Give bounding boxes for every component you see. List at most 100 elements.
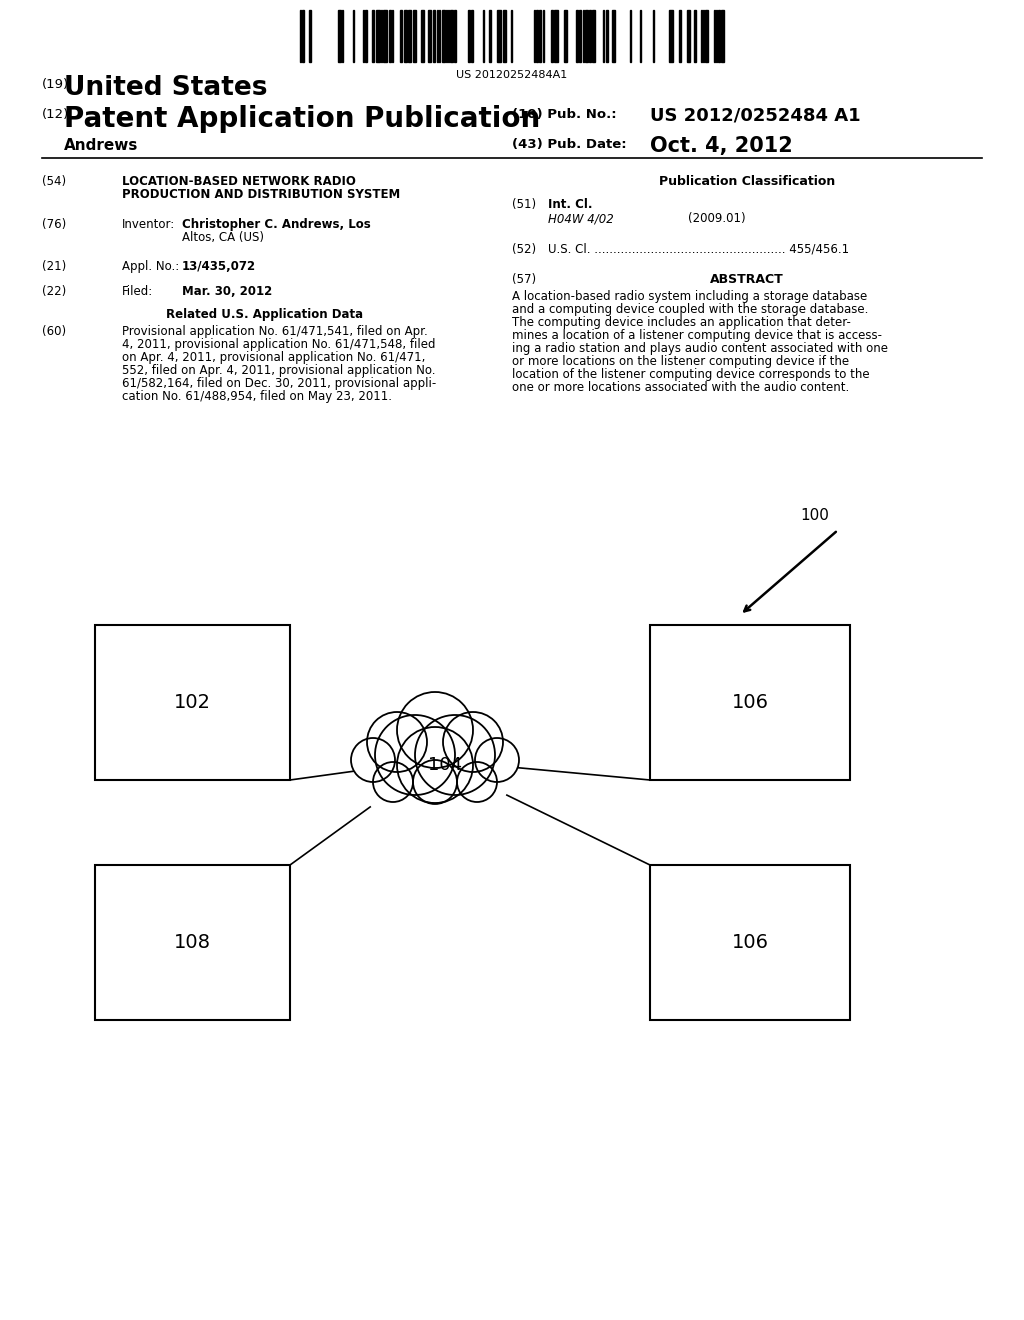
Ellipse shape bbox=[415, 715, 495, 795]
Text: (57): (57) bbox=[512, 273, 537, 286]
Ellipse shape bbox=[351, 738, 395, 781]
Text: (51): (51) bbox=[512, 198, 537, 211]
Text: (54): (54) bbox=[42, 176, 67, 187]
Text: Provisional application No. 61/471,541, filed on Apr.: Provisional application No. 61/471,541, … bbox=[122, 325, 428, 338]
Text: Filed:: Filed: bbox=[122, 285, 154, 298]
Bar bbox=[450, 11, 453, 62]
Bar bbox=[721, 11, 724, 62]
Bar bbox=[454, 11, 456, 62]
Ellipse shape bbox=[443, 711, 503, 772]
Bar bbox=[592, 11, 595, 62]
Text: Related U.S. Application Data: Related U.S. Application Data bbox=[167, 308, 364, 321]
Text: (76): (76) bbox=[42, 218, 67, 231]
Text: (21): (21) bbox=[42, 260, 67, 273]
Text: (52): (52) bbox=[512, 243, 537, 256]
Bar bbox=[471, 11, 473, 62]
Text: 102: 102 bbox=[174, 693, 211, 711]
Text: (2009.01): (2009.01) bbox=[688, 213, 745, 224]
Bar bbox=[421, 11, 424, 62]
Text: 108: 108 bbox=[174, 933, 211, 952]
Bar bbox=[338, 11, 341, 62]
Bar bbox=[489, 11, 490, 62]
Text: The computing device includes an application that deter-: The computing device includes an applica… bbox=[512, 315, 851, 329]
Text: 100: 100 bbox=[800, 508, 828, 523]
Bar bbox=[404, 11, 407, 62]
Bar bbox=[718, 11, 720, 62]
Text: PRODUCTION AND DISTRIBUTION SYSTEM: PRODUCTION AND DISTRIBUTION SYSTEM bbox=[122, 187, 400, 201]
Text: Int. Cl.: Int. Cl. bbox=[548, 198, 593, 211]
Text: 106: 106 bbox=[731, 933, 768, 952]
Text: United States: United States bbox=[63, 75, 267, 102]
Bar bbox=[497, 11, 501, 62]
Text: 104: 104 bbox=[428, 756, 462, 774]
Bar bbox=[589, 11, 591, 62]
Text: 13/435,072: 13/435,072 bbox=[182, 260, 256, 273]
Text: mines a location of a listener computing device that is access-: mines a location of a listener computing… bbox=[512, 329, 882, 342]
Bar bbox=[650, 624, 850, 780]
Bar bbox=[554, 11, 558, 62]
Bar bbox=[309, 11, 311, 62]
Text: LOCATION-BASED NETWORK RADIO: LOCATION-BASED NETWORK RADIO bbox=[122, 176, 356, 187]
Bar bbox=[408, 11, 411, 62]
Bar bbox=[575, 11, 578, 62]
Bar bbox=[468, 11, 470, 62]
Text: U.S. Cl. ................................................... 455/456.1: U.S. Cl. ...............................… bbox=[548, 243, 849, 256]
Text: A location-based radio system including a storage database: A location-based radio system including … bbox=[512, 290, 867, 304]
Text: (22): (22) bbox=[42, 285, 67, 298]
Bar bbox=[428, 11, 431, 62]
Text: Altos, CA (US): Altos, CA (US) bbox=[182, 231, 264, 244]
Bar bbox=[372, 11, 374, 62]
Text: Andrews: Andrews bbox=[63, 139, 138, 153]
Ellipse shape bbox=[397, 727, 473, 803]
Text: ABSTRACT: ABSTRACT bbox=[710, 273, 784, 286]
Text: or more locations on the listener computing device if the: or more locations on the listener comput… bbox=[512, 355, 849, 368]
Text: 4, 2011, provisional application No. 61/471,548, filed: 4, 2011, provisional application No. 61/… bbox=[122, 338, 435, 351]
Bar bbox=[442, 11, 445, 62]
Ellipse shape bbox=[475, 738, 519, 781]
Ellipse shape bbox=[367, 711, 427, 772]
Text: Patent Application Publication: Patent Application Publication bbox=[63, 106, 541, 133]
Text: (19): (19) bbox=[42, 78, 70, 91]
Bar bbox=[389, 11, 391, 62]
Bar bbox=[650, 865, 850, 1020]
Text: 61/582,164, filed on Dec. 30, 2011, provisional appli-: 61/582,164, filed on Dec. 30, 2011, prov… bbox=[122, 378, 436, 389]
Bar bbox=[302, 11, 304, 62]
Text: (12): (12) bbox=[42, 108, 70, 121]
Bar bbox=[536, 11, 538, 62]
Bar bbox=[564, 11, 567, 62]
Text: and a computing device coupled with the storage database.: and a computing device coupled with the … bbox=[512, 304, 868, 315]
Bar bbox=[612, 11, 615, 62]
Ellipse shape bbox=[413, 760, 457, 804]
Text: cation No. 61/488,954, filed on May 23, 2011.: cation No. 61/488,954, filed on May 23, … bbox=[122, 389, 392, 403]
Bar bbox=[539, 11, 541, 62]
Text: US 20120252484A1: US 20120252484A1 bbox=[457, 70, 567, 81]
Bar bbox=[413, 11, 416, 62]
Text: Inventor:: Inventor: bbox=[122, 218, 175, 231]
Text: on Apr. 4, 2011, provisional application No. 61/471,: on Apr. 4, 2011, provisional application… bbox=[122, 351, 425, 364]
Bar bbox=[585, 11, 588, 62]
Text: 552, filed on Apr. 4, 2011, provisional application No.: 552, filed on Apr. 4, 2011, provisional … bbox=[122, 364, 435, 378]
Text: Mar. 30, 2012: Mar. 30, 2012 bbox=[182, 285, 272, 298]
Text: US 2012/0252484 A1: US 2012/0252484 A1 bbox=[650, 107, 860, 125]
Ellipse shape bbox=[457, 762, 497, 803]
Bar bbox=[687, 11, 690, 62]
Text: Christopher C. Andrews, Los: Christopher C. Andrews, Los bbox=[182, 218, 371, 231]
Text: Appl. No.:: Appl. No.: bbox=[122, 260, 179, 273]
Text: Oct. 4, 2012: Oct. 4, 2012 bbox=[650, 136, 793, 156]
Text: (43) Pub. Date:: (43) Pub. Date: bbox=[512, 139, 627, 150]
Ellipse shape bbox=[397, 692, 473, 768]
Bar bbox=[669, 11, 673, 62]
Bar bbox=[95, 624, 290, 780]
Bar bbox=[551, 11, 553, 62]
Bar bbox=[383, 11, 387, 62]
Bar bbox=[95, 865, 290, 1020]
Text: H04W 4/02: H04W 4/02 bbox=[548, 213, 613, 224]
Ellipse shape bbox=[373, 762, 413, 803]
Bar bbox=[400, 11, 402, 62]
Bar bbox=[365, 11, 367, 62]
Bar bbox=[705, 11, 708, 62]
Bar bbox=[579, 11, 581, 62]
Text: (10) Pub. No.:: (10) Pub. No.: bbox=[512, 108, 616, 121]
Bar bbox=[694, 11, 696, 62]
Text: (60): (60) bbox=[42, 325, 67, 338]
